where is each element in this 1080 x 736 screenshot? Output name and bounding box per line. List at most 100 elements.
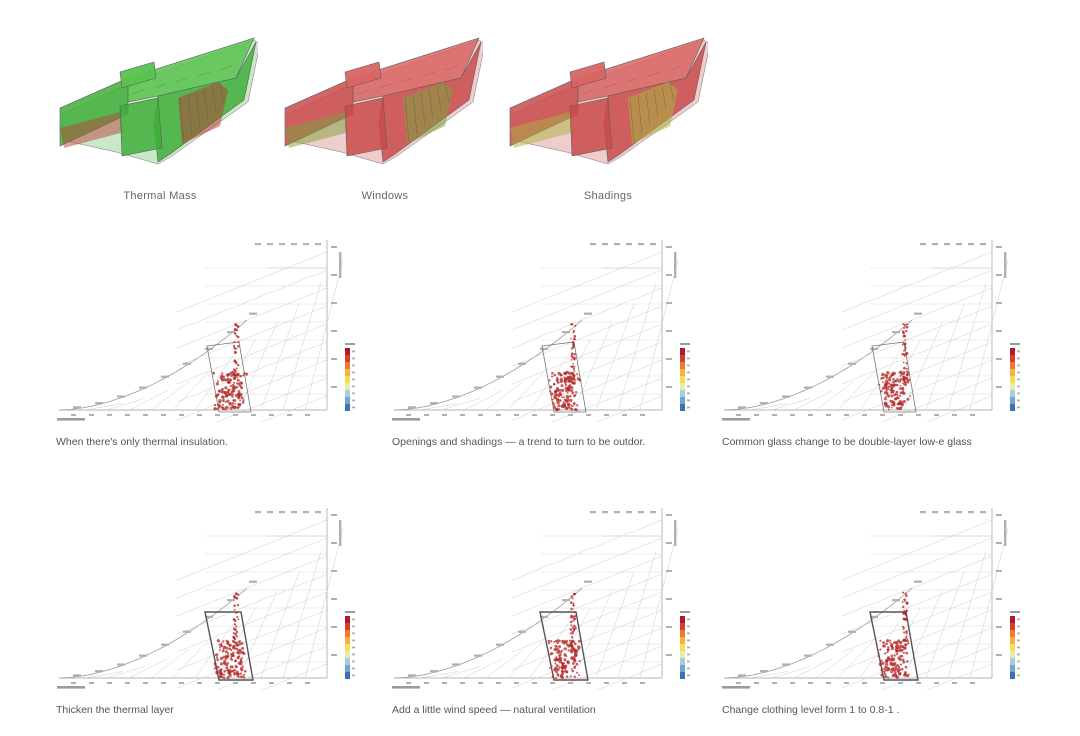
data-point <box>904 614 908 617</box>
dry-bulb-line <box>441 666 481 679</box>
enthalpy-line <box>511 591 663 653</box>
enthalpy-line <box>841 323 993 385</box>
data-point <box>233 381 236 384</box>
data-point <box>237 341 240 343</box>
psychrometric-chart <box>55 232 355 422</box>
psychrometric-chart <box>390 500 690 690</box>
top-label-tick <box>279 511 285 514</box>
data-point <box>555 388 559 393</box>
enthalpy-line <box>841 519 993 581</box>
top-label-tick <box>980 511 986 514</box>
psychrometric-chart <box>390 232 690 422</box>
rh-label-tick <box>408 406 416 409</box>
y-tick-label <box>331 598 337 600</box>
x-tick-label <box>71 682 76 684</box>
data-point <box>569 407 573 410</box>
x-tick-label <box>215 414 220 416</box>
dry-bulb-line <box>925 303 965 411</box>
enthalpy-line <box>176 359 328 421</box>
data-point <box>224 386 228 390</box>
y-tick-label <box>331 358 337 360</box>
data-point <box>227 671 230 674</box>
data-point <box>904 342 907 346</box>
data-point <box>243 371 246 375</box>
x-tick-label <box>107 414 112 416</box>
rh-label-tick <box>408 674 416 677</box>
data-point <box>902 591 905 594</box>
legend-label <box>352 646 355 649</box>
data-point <box>564 381 567 384</box>
rh-label-tick <box>249 312 257 315</box>
x-tick-label <box>233 682 238 684</box>
data-point <box>240 641 244 645</box>
dry-bulb-line <box>595 303 635 411</box>
y-tick-label <box>996 542 1002 544</box>
top-label-tick <box>920 243 926 246</box>
data-point <box>890 670 894 674</box>
data-point <box>573 356 576 359</box>
data-point <box>217 403 221 407</box>
x-tick-label <box>107 682 112 684</box>
legend-swatch <box>345 376 350 383</box>
central-block <box>119 97 163 157</box>
rh-label-tick <box>227 599 235 602</box>
data-point <box>553 640 556 643</box>
legend-swatch <box>680 637 685 644</box>
x-tick-label <box>916 682 921 684</box>
data-point <box>894 665 898 669</box>
data-point <box>242 374 245 377</box>
data-point <box>567 398 570 402</box>
roof-seam <box>625 77 639 83</box>
legend-swatch <box>680 397 685 404</box>
x-tick-label <box>442 682 447 684</box>
data-point <box>239 374 242 378</box>
data-point <box>556 400 560 405</box>
data-point <box>231 395 234 398</box>
data-point <box>569 632 572 635</box>
x-axis-title <box>722 686 750 689</box>
data-point <box>235 670 239 674</box>
y-axis-title <box>674 252 677 278</box>
top-label-tick <box>920 511 926 514</box>
legend-title <box>680 343 690 345</box>
data-point <box>893 674 896 677</box>
legend-label <box>352 674 355 677</box>
x-tick-label <box>970 682 975 684</box>
data-point <box>551 375 554 378</box>
data-point <box>560 388 565 393</box>
data-point <box>564 383 568 387</box>
facade-mullion <box>428 88 434 119</box>
data-point <box>234 370 237 373</box>
data-point <box>891 371 895 374</box>
chart-caption: Add a little wind speed — natural ventil… <box>392 704 596 716</box>
data-point <box>222 396 225 399</box>
data-point <box>883 401 887 405</box>
y-tick-label <box>996 302 1002 304</box>
rh-label-tick <box>892 599 900 602</box>
x-tick-label <box>790 414 795 416</box>
data-point <box>563 665 566 668</box>
data-point <box>237 649 240 652</box>
data-point <box>578 660 581 663</box>
legend-label <box>1017 357 1020 360</box>
x-tick-label <box>934 682 939 684</box>
data-point <box>548 379 551 382</box>
x-axis-title <box>392 418 420 421</box>
data-point <box>880 659 883 662</box>
top-label-tick <box>315 243 321 246</box>
data-point <box>556 408 560 412</box>
x-tick-label <box>568 682 573 684</box>
comfort-zone <box>541 341 587 413</box>
building-model-shadings <box>508 36 708 166</box>
x-tick-label <box>424 682 429 684</box>
legend-swatch <box>680 362 685 369</box>
data-point <box>909 395 911 397</box>
legend-swatch <box>1010 672 1015 679</box>
y-tick-label <box>331 514 337 516</box>
data-point <box>903 366 906 370</box>
rh-label-tick <box>584 580 592 583</box>
data-point <box>571 381 574 384</box>
data-point <box>229 371 233 375</box>
enthalpy-line <box>841 555 993 617</box>
enthalpy-line <box>511 305 663 367</box>
